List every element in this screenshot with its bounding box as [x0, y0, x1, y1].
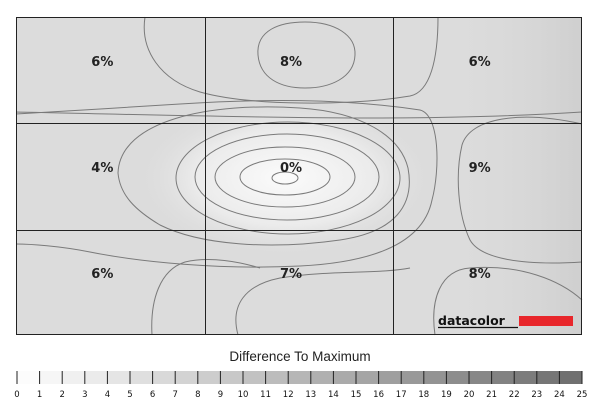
- colorbar-tick-label: 17: [396, 390, 407, 400]
- colorbar-tick-label: 15: [351, 390, 362, 400]
- cell-label: 9%: [469, 161, 491, 176]
- colorbar-tick-label: 22: [509, 390, 520, 400]
- colorbar-tick-label: 10: [238, 390, 249, 400]
- contour-line: [117, 106, 410, 246]
- cell-label: 8%: [469, 267, 491, 282]
- contour-line: [235, 267, 411, 336]
- colorbar-swatch: [514, 371, 538, 384]
- cell-label: 6%: [91, 55, 113, 70]
- colorbar-swatch: [130, 371, 154, 384]
- colorbar-tick-label: 6: [150, 390, 155, 400]
- plot-border: [16, 17, 582, 335]
- colorbar-ticks: 0 1 2 3 4 5 6 7 8 9 10 11 12 13 14 15 16 17 18 19 20 21 22 23 24…: [14, 371, 587, 400]
- datacolor-logo: datacolor: [438, 313, 573, 329]
- contour-line: [15, 99, 438, 268]
- colorbar-swatch: [39, 371, 63, 384]
- contour-line: [457, 116, 583, 264]
- colorbar-tick-label: 21: [486, 390, 497, 400]
- colorbar-swatch: [220, 371, 244, 384]
- colorbar-tick-label: 19: [441, 390, 452, 400]
- cell-label: 0%: [280, 161, 302, 176]
- colorbar-tick-label: 8: [195, 390, 200, 400]
- colorbar-swatch: [62, 371, 86, 384]
- colorbar-tick-label: 7: [172, 390, 177, 400]
- colorbar-swatch: [17, 371, 41, 384]
- colorbar-tick-label: 24: [554, 390, 565, 400]
- colorbar-swatch: [152, 371, 176, 384]
- colorbar-swatches: [17, 371, 583, 384]
- cell-label: 8%: [280, 55, 302, 70]
- colorbar-swatch: [356, 371, 380, 384]
- contour-line: [239, 158, 331, 196]
- colorbar-swatch: [107, 371, 131, 384]
- colorbar-swatch: [84, 371, 108, 384]
- colorbar-swatch: [491, 371, 515, 384]
- colorbar-tick-label: 14: [328, 390, 339, 400]
- contour-line: [194, 133, 380, 221]
- colorbar-tick-label: 5: [127, 390, 132, 400]
- contour-line: [175, 121, 401, 235]
- colorbar-swatch: [265, 371, 289, 384]
- colorbar-tick-label: 12: [283, 390, 294, 400]
- contour-line: [271, 171, 299, 185]
- colorbar-swatch: [536, 371, 560, 384]
- colorbar-swatch: [378, 371, 402, 384]
- contour-line: [214, 146, 356, 208]
- colorbar-swatch: [288, 371, 312, 384]
- cell-label: 6%: [91, 267, 113, 282]
- colorbar-title: Difference To Maximum: [229, 349, 370, 364]
- colorbar-tick-label: 1: [37, 390, 42, 400]
- colorbar-tick-label: 25: [577, 390, 588, 400]
- right-shade: [440, 17, 582, 335]
- colorbar-tick-label: 20: [464, 390, 475, 400]
- cell-label: 4%: [91, 161, 113, 176]
- colorbar-swatch: [401, 371, 425, 384]
- colorbar-tick-label: 2: [59, 390, 64, 400]
- contour-line: [151, 259, 261, 336]
- colorbar-tick-label: 0: [14, 390, 19, 400]
- contour-line: [433, 266, 583, 336]
- cell-labels: 6% 8% 6% 4% 0% 9% 6% 7% 8%: [91, 55, 490, 282]
- brand-logo-text: datacolor: [438, 313, 506, 328]
- brand-red-bar: [519, 316, 573, 326]
- contour-line: [257, 21, 356, 89]
- cell-label: 6%: [469, 55, 491, 70]
- colorbar-swatch: [559, 371, 583, 384]
- colorbar-swatch: [469, 371, 493, 384]
- heatmap-plot: 6% 8% 6% 4% 0% 9% 6% 7% 8% datacolor: [15, 16, 583, 336]
- colorbar: Difference To Maximum 0 1 2 3 4 5 6 7 8 9 10 11 12 13…: [14, 349, 587, 400]
- colorbar-swatch: [423, 371, 447, 384]
- colorbar-swatch: [446, 371, 470, 384]
- colorbar-tick-label: 23: [531, 390, 542, 400]
- contour-lines: [15, 16, 583, 336]
- colorbar-tick-label: 13: [305, 390, 316, 400]
- colorbar-tick-label: 16: [373, 390, 384, 400]
- contour-line: [143, 16, 439, 104]
- colorbar-tick-label: 9: [218, 390, 223, 400]
- colorbar-tick-label: 3: [82, 390, 87, 400]
- colorbar-tick-label: 18: [418, 390, 429, 400]
- colorbar-swatch: [243, 371, 267, 384]
- colorbar-tick-label: 11: [260, 390, 271, 400]
- colorbar-swatch: [310, 371, 334, 384]
- grid-lines: [16, 17, 582, 335]
- cell-label: 7%: [280, 267, 302, 282]
- colorbar-swatch: [333, 371, 357, 384]
- colorbar-tick-label: 4: [105, 390, 110, 400]
- colorbar-swatch: [175, 371, 199, 384]
- contour-line: [15, 111, 583, 119]
- colorbar-swatch: [197, 371, 221, 384]
